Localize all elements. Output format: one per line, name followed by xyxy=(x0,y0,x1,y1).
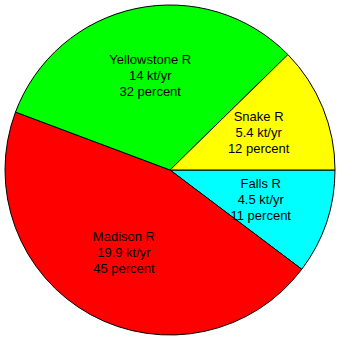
slice-value-label: 4.5 kt/yr xyxy=(238,192,285,207)
slice-value-label: 5.4 kt/yr xyxy=(235,125,282,140)
pie-slice xyxy=(170,55,335,170)
slice-category: Snake R xyxy=(234,109,284,124)
pie-chart: Falls R4.5 kt/yr11 percent Madison R19.9 … xyxy=(0,0,340,340)
slice-percentage-label: 32 percent xyxy=(120,84,182,99)
slices xyxy=(5,5,335,335)
slice-percentage-label: 12 percent xyxy=(228,141,290,156)
slice-percentage-label: 11 percent xyxy=(231,208,292,223)
slice-percentage-label: 45 percent xyxy=(93,261,155,276)
slice-value-label: 19.9 kt/yr xyxy=(97,245,151,260)
labels: Falls R4.5 kt/yr11 percent Madison R19.9 … xyxy=(93,52,292,277)
slice-category: Madison R xyxy=(93,229,155,244)
chart-container: Falls R4.5 kt/yr11 percent Madison R19.9 … xyxy=(0,0,340,340)
slice-value-label: 14 kt/yr xyxy=(129,68,172,83)
slice-category: Yellowstone R xyxy=(109,52,191,67)
slice-category: Falls R xyxy=(241,176,281,191)
